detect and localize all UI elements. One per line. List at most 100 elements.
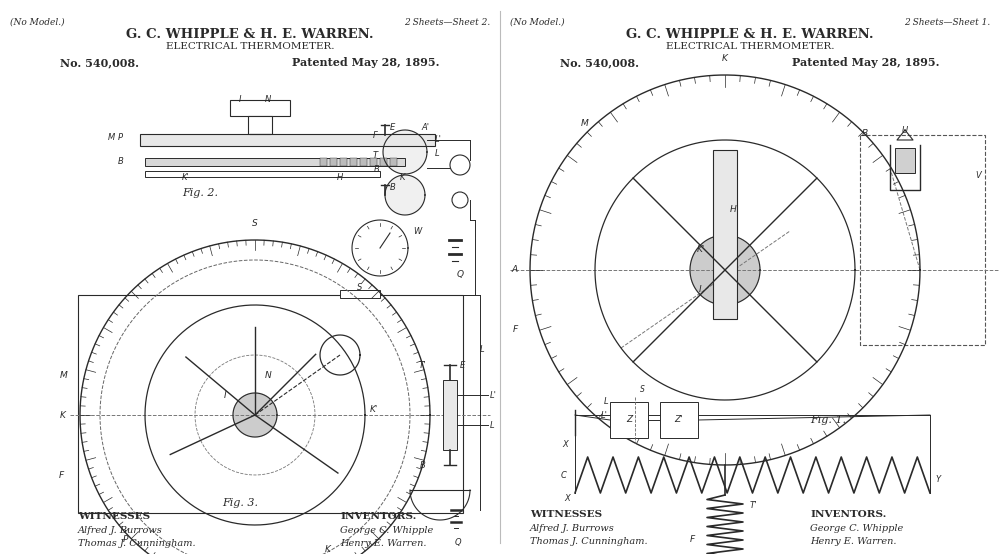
Text: Fig. 1.: Fig. 1.	[810, 415, 846, 425]
Text: B: B	[862, 129, 868, 138]
Text: INVENTORS.: INVENTORS.	[810, 510, 886, 519]
Circle shape	[450, 155, 470, 175]
Bar	[248, 116, 272, 134]
Text: L: L	[480, 346, 485, 355]
Text: L': L'	[601, 411, 608, 419]
Text: N: N	[265, 95, 271, 105]
Bar	[610, 402, 648, 438]
Text: S: S	[252, 219, 258, 228]
Text: I: I	[239, 95, 241, 105]
Text: F: F	[690, 536, 695, 545]
Text: F: F	[373, 131, 378, 141]
Text: A: A	[512, 265, 518, 274]
Text: Henry E. Warren.: Henry E. Warren.	[810, 537, 896, 546]
Bar	[370, 158, 377, 166]
Text: T': T'	[419, 361, 426, 370]
Text: No. 540,008.: No. 540,008.	[560, 57, 639, 68]
Bar	[380, 158, 387, 166]
Text: Henry E. Warren.: Henry E. Warren.	[340, 539, 426, 548]
Text: L': L'	[435, 136, 442, 145]
Bar	[390, 158, 397, 166]
Text: ELECTRICAL THERMOMETER.: ELECTRICAL THERMOMETER.	[666, 42, 834, 51]
Text: T: T	[373, 151, 378, 160]
Text: K: K	[325, 545, 331, 554]
Text: C: C	[561, 470, 567, 480]
Bar	[895, 148, 915, 173]
Text: Patented May 28, 1895.: Patented May 28, 1895.	[292, 57, 440, 68]
Text: Q: Q	[456, 270, 464, 279]
Text: Patented May 28, 1895.: Patented May 28, 1895.	[792, 57, 940, 68]
Text: H: H	[337, 173, 343, 182]
Bar	[360, 158, 367, 166]
Text: Alfred J. Burrows: Alfred J. Burrows	[78, 526, 163, 535]
Text: INVENTORS.: INVENTORS.	[340, 512, 416, 521]
Text: L: L	[603, 398, 608, 407]
Text: S: S	[357, 283, 363, 292]
Bar	[140, 134, 435, 146]
Text: Thomas J. Cunningham.: Thomas J. Cunningham.	[530, 537, 648, 546]
Bar	[340, 158, 347, 166]
Text: W: W	[413, 228, 421, 237]
Text: X: X	[564, 494, 570, 503]
Text: P: P	[122, 535, 128, 544]
Bar	[320, 158, 327, 166]
Text: George C. Whipple: George C. Whipple	[810, 524, 903, 533]
Circle shape	[452, 192, 468, 208]
Text: B: B	[118, 157, 124, 167]
Text: I: I	[699, 285, 701, 295]
Text: K: K	[722, 54, 728, 63]
Text: L: L	[435, 150, 440, 158]
Text: U: U	[902, 126, 908, 135]
Text: G. C. WHIPPLE & H. E. WARREN.: G. C. WHIPPLE & H. E. WARREN.	[626, 28, 874, 41]
Bar	[330, 158, 337, 166]
Text: P: P	[118, 134, 123, 142]
Text: E: E	[460, 361, 465, 370]
Text: Alfred J. Burrows: Alfred J. Burrows	[530, 524, 615, 533]
Text: WITNESSES: WITNESSES	[530, 510, 602, 519]
Bar	[340, 290, 380, 298]
Bar	[860, 135, 985, 345]
Text: H: H	[730, 206, 737, 214]
Text: N: N	[265, 371, 272, 379]
Bar	[350, 158, 357, 166]
Text: L': L'	[490, 391, 497, 399]
Text: B: B	[420, 460, 426, 469]
Text: I: I	[224, 391, 226, 399]
Text: Z': Z'	[675, 416, 683, 424]
Text: Z: Z	[626, 416, 632, 424]
Text: Fig. 2.: Fig. 2.	[182, 188, 218, 198]
Text: K': K'	[697, 245, 705, 254]
Text: L: L	[490, 420, 495, 429]
Text: WITNESSES: WITNESSES	[78, 512, 150, 521]
Bar	[145, 171, 380, 177]
Text: 2 Sheets—Sheet 1.: 2 Sheets—Sheet 1.	[904, 18, 990, 27]
Text: (No Model.): (No Model.)	[10, 18, 65, 27]
Text: S: S	[640, 385, 645, 394]
Polygon shape	[233, 393, 277, 437]
Bar	[660, 402, 698, 438]
Bar	[78, 295, 463, 513]
Text: G. C. WHIPPLE & H. E. WARREN.: G. C. WHIPPLE & H. E. WARREN.	[126, 28, 374, 41]
Bar	[443, 380, 457, 450]
Text: F: F	[59, 470, 64, 480]
Text: E: E	[390, 122, 395, 131]
Bar	[145, 158, 405, 166]
Text: K': K'	[370, 406, 378, 414]
Text: Fig. 3.: Fig. 3.	[222, 498, 258, 508]
Text: No. 540,008.: No. 540,008.	[60, 57, 139, 68]
Text: M: M	[108, 134, 115, 142]
Text: V: V	[975, 171, 981, 179]
Text: X: X	[562, 440, 568, 449]
Text: T': T'	[750, 500, 757, 510]
Polygon shape	[690, 235, 760, 305]
Polygon shape	[385, 175, 425, 215]
Text: B: B	[390, 182, 396, 192]
Bar	[230, 100, 290, 116]
Polygon shape	[383, 130, 427, 174]
Text: B: B	[374, 166, 380, 175]
Text: ELECTRICAL THERMOMETER.: ELECTRICAL THERMOMETER.	[166, 42, 334, 51]
Text: K: K	[60, 411, 66, 419]
Text: 2 Sheets—Sheet 2.: 2 Sheets—Sheet 2.	[404, 18, 490, 27]
Text: Thomas J. Cunningham.: Thomas J. Cunningham.	[78, 539, 196, 548]
Text: George C. Whipple: George C. Whipple	[340, 526, 433, 535]
